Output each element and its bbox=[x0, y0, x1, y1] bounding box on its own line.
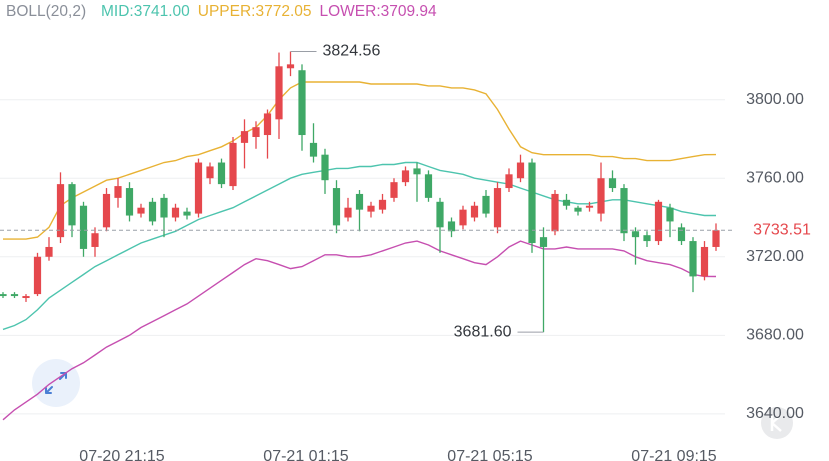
candle-body bbox=[574, 207, 582, 212]
y-tick-label: 3800.00 bbox=[746, 91, 804, 108]
candle-body bbox=[470, 205, 479, 218]
candle-body bbox=[654, 201, 663, 242]
candle-body bbox=[102, 193, 111, 228]
candle-body bbox=[206, 166, 214, 179]
candle-body bbox=[367, 205, 375, 212]
candle-body bbox=[689, 241, 697, 277]
candle-body bbox=[217, 162, 226, 185]
candle-body bbox=[608, 178, 617, 189]
bands bbox=[2, 81, 717, 421]
watermark-icon bbox=[770, 414, 782, 432]
candles bbox=[0, 51, 720, 333]
x-tick-label: 07-21 05:15 bbox=[447, 448, 533, 461]
candle-body bbox=[194, 162, 203, 214]
candle-body bbox=[137, 207, 145, 214]
candle-body bbox=[148, 201, 157, 222]
candle-body bbox=[631, 231, 640, 238]
candle-body bbox=[493, 188, 502, 228]
candle-body bbox=[229, 142, 237, 187]
x-tick-label: 07-20 21:15 bbox=[79, 448, 165, 461]
candle-body bbox=[597, 178, 605, 214]
candle-body bbox=[447, 221, 456, 232]
candle-body bbox=[56, 184, 65, 238]
legend: BOLL(20,2) MID:3741.00 UPPER:3772.05 LOWER… bbox=[6, 3, 437, 20]
candle-body bbox=[10, 294, 19, 297]
candle-body bbox=[183, 211, 191, 216]
expand-circle[interactable] bbox=[32, 359, 80, 407]
y-tick-label: 3720.00 bbox=[746, 248, 804, 265]
candle-body bbox=[286, 64, 295, 69]
candle-body bbox=[91, 233, 99, 247]
candle-body bbox=[298, 70, 306, 136]
candle-body bbox=[620, 188, 628, 234]
candle-body bbox=[309, 142, 318, 157]
indicator-label: BOLL(20,2) bbox=[6, 3, 86, 20]
candle-body bbox=[436, 201, 444, 228]
candle-body bbox=[344, 207, 352, 218]
annotation-label: 3681.60 bbox=[454, 323, 512, 340]
labels: 3640.00 3680.00 3720.00 3760.00 3800.00 07-20… bbox=[0, 43, 829, 461]
candle-body bbox=[401, 170, 410, 183]
expand-icon[interactable] bbox=[45, 372, 67, 394]
candle-body bbox=[551, 193, 559, 232]
candle-body bbox=[252, 127, 260, 137]
candle-body bbox=[171, 207, 180, 218]
y-tick-label: 3760.00 bbox=[746, 169, 804, 186]
candle-body bbox=[643, 235, 651, 242]
candle-body bbox=[263, 113, 272, 136]
candle-body bbox=[332, 188, 341, 226]
legend-entry: LOWER:3709.94 bbox=[320, 3, 438, 20]
candle-body bbox=[355, 193, 364, 210]
legend-entry: UPPER:3772.05 bbox=[198, 3, 312, 20]
candle-body bbox=[321, 154, 329, 181]
watermark bbox=[761, 407, 793, 439]
watermark-circle bbox=[761, 407, 793, 439]
x-tick-label: 07-21 09:15 bbox=[631, 448, 717, 461]
candle-body bbox=[240, 131, 249, 143]
candle-body bbox=[0, 294, 7, 297]
candle-body bbox=[516, 162, 525, 179]
candle-body bbox=[378, 199, 387, 210]
candle-body bbox=[585, 205, 594, 208]
candle-body bbox=[79, 205, 88, 249]
x-tick-label: 07-21 01:15 bbox=[263, 448, 349, 461]
candle-body bbox=[275, 66, 283, 120]
candle-body bbox=[482, 195, 490, 214]
candle-body bbox=[22, 296, 30, 299]
candle-body bbox=[390, 182, 398, 198]
candle-body bbox=[160, 197, 168, 218]
candle-body bbox=[45, 246, 53, 257]
last-price-label: 3733.51 bbox=[753, 221, 811, 238]
candle-body bbox=[539, 237, 548, 247]
legend-entry: MID:3741.00 bbox=[101, 3, 190, 20]
candle-body bbox=[677, 227, 686, 242]
y-tick-label: 3640.00 bbox=[746, 405, 804, 422]
candle-body bbox=[125, 188, 134, 216]
band-line bbox=[2, 161, 716, 331]
candle-body bbox=[712, 230, 720, 247]
annotation-label: 3824.56 bbox=[323, 43, 381, 60]
band-line bbox=[3, 81, 717, 240]
candle-body bbox=[666, 207, 674, 222]
candle-body bbox=[700, 246, 709, 277]
candle-body bbox=[114, 186, 122, 198]
candle-body bbox=[459, 209, 467, 226]
candle-body bbox=[505, 174, 513, 189]
band-line bbox=[2, 240, 717, 421]
candle-body bbox=[424, 174, 433, 198]
last-price-box bbox=[735, 218, 829, 243]
candle-body bbox=[68, 184, 76, 226]
candle-body bbox=[413, 168, 421, 175]
candle-body bbox=[528, 162, 536, 244]
candle-body bbox=[562, 199, 571, 206]
candle-body bbox=[33, 256, 42, 295]
expand-button[interactable] bbox=[32, 359, 80, 407]
y-tick-label: 3680.00 bbox=[746, 327, 804, 344]
